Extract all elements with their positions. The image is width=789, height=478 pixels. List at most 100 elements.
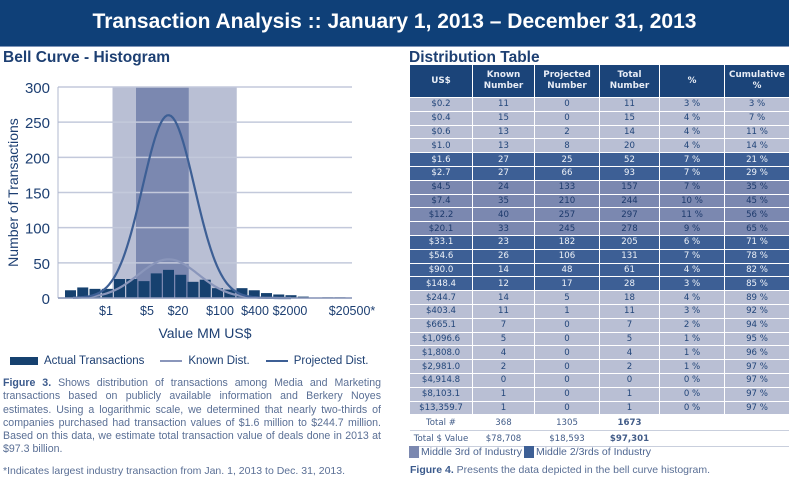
- table-cell: $7.4: [409, 193, 473, 209]
- histogram-bar: [175, 274, 187, 298]
- table-cell: 0: [534, 331, 600, 347]
- table-cell: $1,808.0: [409, 345, 473, 361]
- table-cell: 66: [534, 165, 600, 181]
- histogram-bar: [150, 273, 162, 298]
- table-row: $8,103.1 1 0 1 0 % 97 %: [409, 386, 789, 402]
- total-value-projected: $18,593: [534, 430, 600, 448]
- table-cell: $665.1: [409, 317, 473, 333]
- table-cell: 18: [599, 290, 660, 305]
- figure4-label: Figure 4.: [410, 464, 454, 476]
- table-cell: 0: [534, 345, 600, 361]
- table-cell: $2,981.0: [409, 359, 473, 374]
- table-cell: 5: [472, 331, 535, 347]
- x-tick-label: $5: [140, 304, 154, 318]
- table-cell: 97 %: [724, 372, 789, 388]
- table-legend: Middle 3rd of Industry Middle 2/3rds of …: [409, 446, 651, 458]
- table-row: $13,359.7 1 0 1 0 % 97 %: [409, 400, 789, 416]
- table-cell: 2 %: [659, 317, 725, 333]
- table-cell: 297: [599, 207, 660, 223]
- table-cell: 0 %: [659, 400, 725, 416]
- table-cell: 0: [534, 359, 600, 374]
- table-cell: 0: [534, 317, 600, 333]
- table-cell: 61: [599, 262, 660, 278]
- table-row: $54.6 26 106 131 7 % 78 %: [409, 248, 789, 264]
- x-tick-label: $400: [241, 304, 269, 318]
- table-cell: 11: [472, 97, 535, 112]
- table-cell: 4: [599, 345, 660, 361]
- x-tick-label: $20: [168, 304, 189, 318]
- table-cell: 11: [599, 97, 660, 112]
- table-cell: 0 %: [659, 372, 725, 388]
- table-cell: 4 %: [659, 110, 725, 126]
- column-header: %: [659, 64, 725, 98]
- legend-middle-two-thirds: Middle 2/3rds of Industry: [535, 446, 651, 458]
- x-tick-label: $2000: [273, 304, 308, 318]
- table-cell: 7 %: [659, 152, 725, 167]
- table-cell: 245: [534, 221, 600, 236]
- middle-two-thirds-swatch: [523, 446, 534, 458]
- table-cell: 3 %: [659, 97, 725, 112]
- y-tick-label: 50: [33, 256, 50, 273]
- table-cell: 0: [599, 372, 660, 388]
- table-cell: 8: [534, 138, 600, 154]
- table-cell: 3 %: [659, 276, 725, 292]
- empty-cell: [724, 430, 789, 448]
- table-cell: 25: [534, 152, 600, 167]
- chart-legend: Actual Transactions Known Dist. Projecte…: [10, 355, 369, 367]
- table-cell: 97 %: [724, 400, 789, 416]
- table-row: $403.4 11 1 11 3 % 92 %: [409, 303, 789, 319]
- table-cell: 48: [534, 262, 600, 278]
- table-cell: 0: [534, 386, 600, 402]
- table-cell: $1,096.6: [409, 331, 473, 347]
- table-cell: 40: [472, 207, 535, 223]
- table-cell: 9 %: [659, 221, 725, 236]
- table-cell: 7 %: [659, 165, 725, 181]
- table-cell: 11: [599, 303, 660, 319]
- table-header-row: US$ Known Number Projected Number Total Num…: [409, 64, 789, 98]
- histogram-bar: [126, 279, 138, 298]
- total-count-projected: 1305: [534, 414, 600, 432]
- table-cell: $20.1: [409, 221, 473, 236]
- table-cell: 257: [534, 207, 600, 223]
- table-cell: $1.0: [409, 138, 473, 154]
- table-cell: $4,914.8: [409, 372, 473, 388]
- total-value-known: $78,708: [472, 430, 535, 448]
- table-cell: 7: [599, 317, 660, 333]
- total-count-known: 368: [472, 414, 535, 432]
- table-row: $2,981.0 2 0 2 1 % 97 %: [409, 359, 789, 374]
- table-cell: 4 %: [659, 262, 725, 278]
- table-cell: 11 %: [724, 124, 789, 140]
- page-header: Transaction Analysis :: January 1, 2013 …: [0, 0, 789, 47]
- table-cell: 3 %: [659, 303, 725, 319]
- table-row: $244.7 14 5 18 4 % 89 %: [409, 290, 789, 305]
- table-cell: 0: [472, 372, 535, 388]
- legend-actual: Actual Transactions: [44, 355, 145, 367]
- table-cell: $403.4: [409, 303, 473, 319]
- table-row: $20.1 33 245 278 9 % 65 %: [409, 221, 789, 236]
- table-cell: 1: [534, 303, 600, 319]
- table-cell: 7 %: [724, 110, 789, 126]
- legend-line-projected: [265, 360, 288, 362]
- legend-line-known: [160, 360, 183, 362]
- y-tick-label: 250: [25, 115, 50, 132]
- table-cell: 26: [472, 248, 535, 264]
- page-title: Transaction Analysis :: January 1, 2013 …: [92, 10, 697, 33]
- table-cell: 6 %: [659, 234, 725, 250]
- legend-middle-third: Middle 3rd of Industry: [421, 446, 522, 458]
- table-row: $2.7 27 66 93 7 % 29 %: [409, 165, 789, 181]
- table-cell: 93: [599, 165, 660, 181]
- table-cell: 35 %: [724, 179, 789, 195]
- total-value-row: Total $ Value $78,708 $18,593 $97,301: [409, 430, 789, 448]
- table-cell: $1.6: [409, 152, 473, 167]
- table-row: $1,096.6 5 0 5 1 % 95 %: [409, 331, 789, 347]
- table-cell: 56 %: [724, 207, 789, 223]
- table-cell: 13: [472, 138, 535, 154]
- table-cell: 131: [599, 248, 660, 264]
- histogram-bar: [138, 281, 150, 298]
- footnote: *Indicates largest industry transaction …: [3, 465, 346, 477]
- table-cell: 5: [599, 331, 660, 347]
- table-cell: 89 %: [724, 290, 789, 305]
- table-cell: 13: [472, 124, 535, 140]
- column-header: US$: [409, 64, 473, 98]
- table-cell: 1 %: [659, 345, 725, 361]
